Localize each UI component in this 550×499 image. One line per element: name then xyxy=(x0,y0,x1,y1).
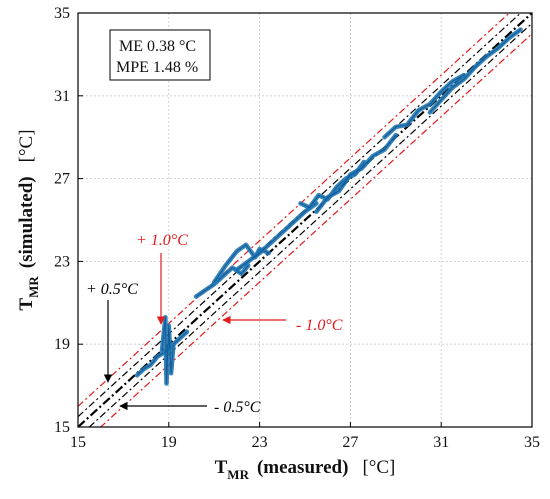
annotation-minus-one-label: - 1.0°C xyxy=(296,317,343,334)
y-tick-label: 15 xyxy=(54,419,70,436)
series-segment-core xyxy=(213,244,269,283)
reference-line-minus-0-5 xyxy=(88,22,532,427)
series-segment-core xyxy=(384,74,465,138)
x-axis-title-sub: MR xyxy=(227,467,249,482)
annotation-minus-half: - 0.5°C xyxy=(119,399,261,416)
series-segment-core xyxy=(429,29,521,113)
y-tick-label: 19 xyxy=(54,336,70,353)
y-tick-label: 27 xyxy=(54,171,70,188)
series-segment-core xyxy=(316,134,397,213)
x-tick-label: 31 xyxy=(433,434,449,451)
y-tick-label: 23 xyxy=(54,253,70,270)
y-tick-label: 35 xyxy=(54,5,70,22)
x-tick-label: 27 xyxy=(342,434,358,451)
reference-line-minus-1 xyxy=(99,33,532,427)
y-axis-title-sub: MR xyxy=(26,276,41,298)
x-axis-title-qualifier: (measured) xyxy=(257,457,348,478)
y-axis-title-qualifier: (simulated) xyxy=(16,176,37,268)
x-axis-title: TMR (measured) [°C] xyxy=(215,457,396,482)
axis-ticks: 15 19 23 27 31 35 15 19 23 27 31 35 xyxy=(54,5,540,451)
y-axis-title-main: T xyxy=(16,298,37,311)
annotation-plus-one-label: + 1.0°C xyxy=(136,232,188,249)
stats-mean-error: ME 0.38 °C xyxy=(119,38,196,55)
x-tick-label: 35 xyxy=(524,434,540,451)
annotation-plus-half-label: + 0.5°C xyxy=(86,281,138,298)
annotation-plus-one: + 1.0°C xyxy=(136,232,188,325)
reference-line-plus-1 xyxy=(78,13,511,407)
y-tick-label: 31 xyxy=(54,88,70,105)
series-segment-core xyxy=(136,331,188,376)
y-axis-title-unit: [°C] xyxy=(16,129,37,162)
series-segment-core xyxy=(236,202,317,271)
x-tick-label: 19 xyxy=(161,434,177,451)
x-axis-title-main: T xyxy=(215,457,228,478)
stats-mean-percent-error: MPE 1.48 % xyxy=(116,59,198,76)
series-segment-core xyxy=(195,265,249,298)
x-axis-title-unit: [°C] xyxy=(362,457,395,478)
x-tick-label: 15 xyxy=(70,434,86,451)
annotation-minus-one: - 1.0°C xyxy=(222,315,343,334)
annotation-minus-half-label: - 0.5°C xyxy=(214,399,261,416)
plot-frame xyxy=(77,12,533,428)
x-tick-label: 23 xyxy=(252,434,268,451)
stats-box: ME 0.38 °C MPE 1.48 % xyxy=(109,29,211,81)
stats-box-frame xyxy=(109,29,211,81)
annotation-plus-half: + 0.5°C xyxy=(86,281,138,383)
y-axis-title: TMR (simulated) [°C] xyxy=(16,129,41,310)
reference-line-plus-0-5 xyxy=(78,13,522,418)
